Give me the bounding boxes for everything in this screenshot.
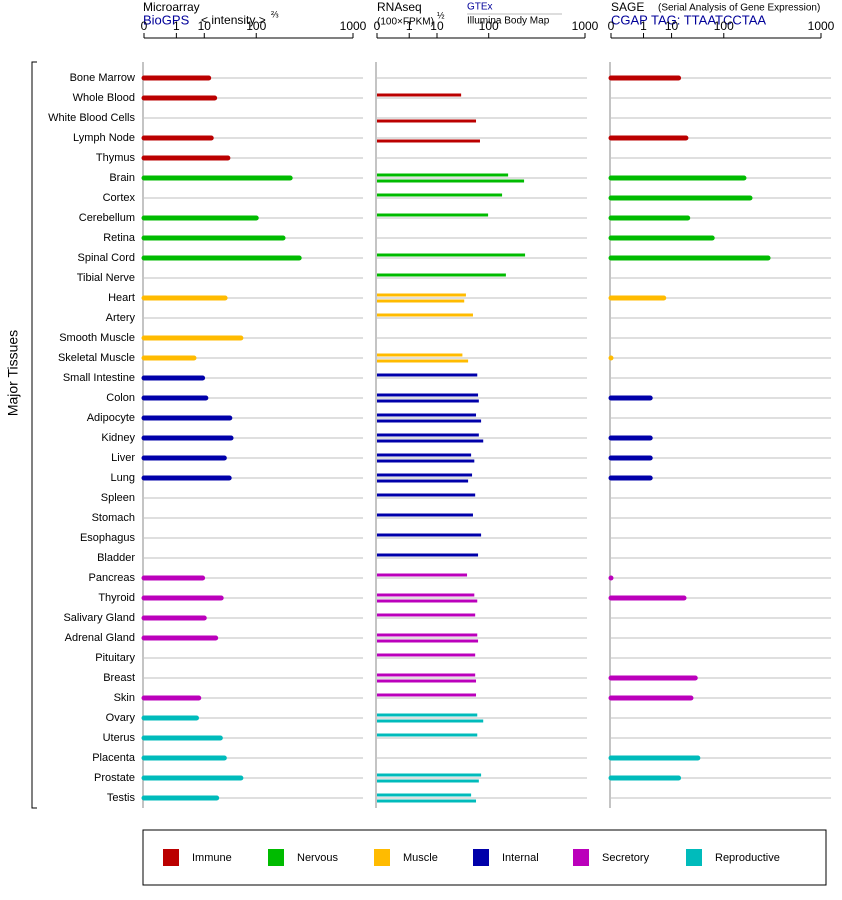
category-label: Bladder: [97, 552, 135, 564]
x-tick-label: 100: [246, 19, 266, 33]
x-tick-label: 10: [198, 19, 212, 33]
category-label: Skin: [114, 692, 135, 704]
category-label: Thymus: [96, 152, 136, 164]
x-tick-label: 0: [374, 19, 381, 33]
category-label: Bone Marrow: [70, 72, 135, 84]
category-label: Prostate: [94, 772, 135, 784]
series-name: Illumina Body Map: [467, 16, 550, 27]
category-label: Pituitary: [95, 652, 135, 664]
legend-label: Internal: [502, 852, 539, 864]
scale-label: (100×FPKM): [377, 17, 434, 28]
category-label: Heart: [108, 292, 135, 304]
legend-label: Nervous: [297, 852, 338, 864]
x-tick-label: 1000: [340, 19, 367, 33]
x-tick-label: 0: [608, 19, 615, 33]
panel-title: SAGE: [611, 0, 644, 14]
category-label: Spinal Cord: [78, 252, 135, 264]
scale-power: ⅔: [271, 9, 279, 19]
category-label: Stomach: [92, 512, 135, 524]
legend-label: Reproductive: [715, 852, 780, 864]
category-label: Spleen: [101, 492, 135, 504]
category-label: Lymph Node: [73, 132, 135, 144]
x-tick-label: 1: [406, 19, 413, 33]
category-label: Thyroid: [98, 592, 135, 604]
legend-swatch: [268, 849, 284, 866]
x-tick-label: 1000: [572, 19, 599, 33]
x-tick-label: 0: [141, 19, 148, 33]
category-label: Whole Blood: [73, 92, 135, 104]
category-label: Testis: [107, 792, 136, 804]
legend-label: Immune: [192, 852, 232, 864]
category-label: Artery: [106, 312, 136, 324]
legend-label: Muscle: [403, 852, 438, 864]
legend-swatch: [686, 849, 702, 866]
category-label: Tibial Nerve: [77, 272, 135, 284]
category-label: Adipocyte: [87, 412, 135, 424]
category-label: Colon: [106, 392, 135, 404]
legend-box: [142, 829, 827, 886]
x-tick-label: 10: [430, 19, 444, 33]
panel-title: RNAseq: [377, 0, 422, 14]
category-label: Adrenal Gland: [65, 632, 135, 644]
x-tick-label: 1: [173, 19, 180, 33]
scale-label: (Serial Analysis of Gene Expression): [658, 3, 820, 14]
series-name: CGAP TAG: TTAATCCTAA: [611, 12, 766, 27]
series-name: GTEx: [467, 2, 493, 13]
category-label: Pancreas: [89, 572, 136, 584]
category-label: Uterus: [103, 732, 136, 744]
category-label: Brain: [109, 172, 135, 184]
bracket: [31, 61, 37, 809]
panel-title: Microarray: [143, 0, 200, 14]
category-label: Ovary: [106, 712, 136, 724]
category-label: Salivary Gland: [63, 612, 135, 624]
category-label: Placenta: [92, 752, 136, 764]
legend-swatch: [573, 849, 589, 866]
scale-power: ½: [437, 10, 445, 20]
x-tick-label: 100: [714, 19, 734, 33]
legend-label: Secretory: [602, 852, 650, 864]
category-label: Lung: [111, 472, 135, 484]
category-label: Retina: [103, 232, 136, 244]
category-label: Kidney: [101, 432, 135, 444]
category-label: Breast: [103, 672, 135, 684]
legend-swatch: [473, 849, 489, 866]
scale-label: < intensity >: [201, 13, 266, 27]
category-label: Cortex: [103, 192, 136, 204]
x-tick-label: 1: [640, 19, 647, 33]
category-label: Small Intestine: [63, 372, 135, 384]
x-tick-label: 1000: [808, 19, 835, 33]
category-label: Skeletal Muscle: [58, 352, 135, 364]
x-tick-label: 10: [665, 19, 679, 33]
x-tick-label: 100: [479, 19, 499, 33]
category-label: Esophagus: [80, 532, 136, 544]
category-label: Cerebellum: [79, 212, 135, 224]
legend-swatch: [374, 849, 390, 866]
legend-swatch: [163, 849, 179, 866]
y-axis-label: Major Tissues: [5, 330, 21, 416]
series-name: BioGPS: [143, 12, 190, 27]
category-label: White Blood Cells: [48, 112, 135, 124]
category-label: Liver: [111, 452, 135, 464]
category-label: Smooth Muscle: [59, 332, 135, 344]
